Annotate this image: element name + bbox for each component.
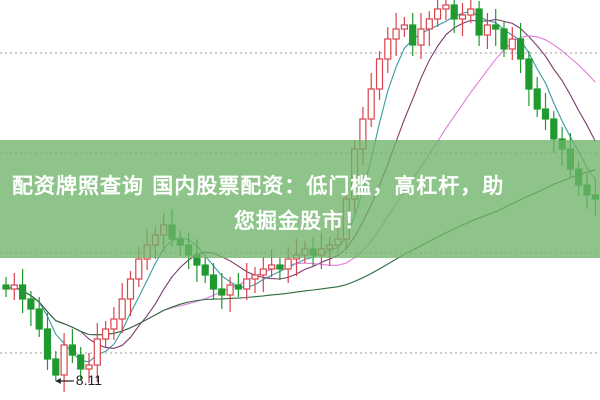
candle-body [27,298,35,310]
candle-body [135,258,143,280]
candle-body [400,24,408,30]
candle-body [442,4,450,10]
candle-body [508,38,516,50]
candle-body [268,264,276,270]
candle-body [533,88,541,110]
candle-body [209,274,218,290]
candle-body [10,284,18,290]
candle-body [483,24,491,36]
candle-body [43,328,52,360]
candle-body [126,278,135,300]
candle-body [409,24,417,46]
candle-body [77,354,85,370]
low-price-label: 8.11 [75,372,103,388]
candle-body [218,288,226,296]
candle-body [500,28,508,50]
candle-body [467,8,475,16]
candle-body [93,338,101,366]
candle-body [475,8,483,36]
candle-body [458,14,467,20]
candle-body [226,284,234,296]
candle-body [276,264,284,270]
candle-body [251,274,259,280]
banner-title-line1: 配资牌照查询 国内股票配资：低门槛，高杠杆，助 [12,174,505,198]
candle-body [68,344,77,356]
candle-body [35,308,43,330]
candle-body [384,38,392,60]
candle-body [234,284,242,290]
arrow-head-icon [55,378,61,384]
candle-body [118,298,126,320]
candle-body [85,364,93,370]
candle-body [60,344,68,376]
candle-body [516,38,525,60]
candle-body [450,4,458,20]
title-banner [0,140,600,258]
candle-body [492,24,500,30]
candle-body [101,328,110,340]
candle-body [550,118,558,140]
candle-body [392,28,400,40]
candle-body [243,278,251,290]
candle-body [284,258,292,270]
candle-body [541,108,550,120]
candle-body [434,8,442,20]
candle-body [2,284,10,290]
candle-body [110,318,118,330]
candle-body [375,58,384,90]
candle-body [19,284,27,300]
candle-body [425,18,433,30]
candle-body [259,268,267,276]
candle-body [525,58,533,90]
candle-body [201,264,209,276]
candle-body [367,88,375,120]
banner-title-line2: 您掘金股市！ [234,209,366,233]
candle-body [417,28,425,46]
ma10-line [5,18,596,349]
candle-body [52,358,60,376]
ma5-line [5,10,596,363]
